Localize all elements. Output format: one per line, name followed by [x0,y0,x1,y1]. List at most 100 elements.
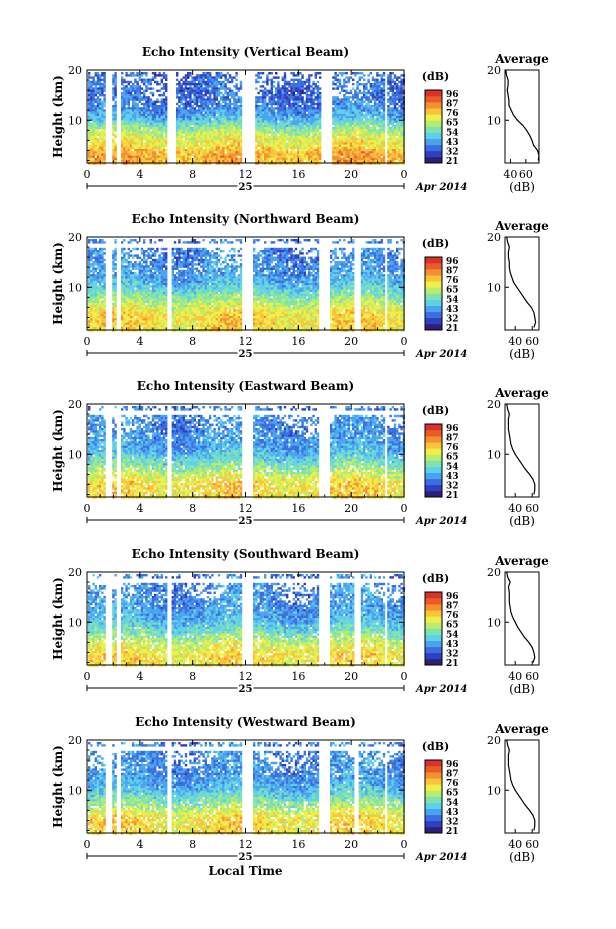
heatmap-cell [165,134,167,136]
heatmap-cell [123,98,125,100]
heatmap-cell [101,254,103,256]
heatmap-cell [187,116,189,118]
heatmap-cell [398,112,400,114]
heatmap-cell [136,105,138,107]
heatmap-cell [299,156,301,158]
heatmap-cell [165,158,167,160]
heatmap-cell [381,131,383,133]
heatmap-cell [147,158,149,160]
heatmap-cell [213,118,215,120]
heatmap-cell [112,314,114,316]
heatmap-cell [306,145,308,147]
heatmap-cell [312,131,314,133]
heatmap-cell [141,103,143,105]
heatmap-cell [99,263,101,265]
heatmap-cell [277,101,279,103]
heatmap-cell [365,114,367,116]
heatmap-cell [312,90,314,92]
heatmap-cell [112,125,114,127]
heatmap-cell [187,87,189,89]
heatmap-cell [238,120,240,122]
heatmap-cell [348,149,350,151]
heatmap-cell [343,101,345,103]
heatmap-cell [308,116,310,118]
heatmap-cell [187,109,189,111]
heatmap-cell [207,96,209,98]
heatmap-cell [92,274,94,276]
heatmap-cell [268,79,270,81]
heatmap-cell [88,294,90,296]
heatmap-cell [103,136,105,138]
heatmap-cell [134,74,136,76]
heatmap-cell [235,107,237,109]
heatmap-cell [141,98,143,100]
heatmap-cell [205,74,207,76]
heatmap-cell [345,153,347,155]
heatmap-cell [101,103,103,105]
heatmap-cell [233,107,235,109]
heatmap-cell [92,276,94,278]
heatmap-cell [295,114,297,116]
heatmap-cell [97,241,99,243]
heatmap-cell [88,103,90,105]
heatmap-cell [279,92,281,94]
heatmap-cell [301,90,303,92]
heatmap-cell [299,114,301,116]
heatmap-cell [145,72,147,74]
heatmap-cell [218,118,220,120]
heatmap-cell [220,127,222,129]
heatmap-cell [165,120,167,122]
heatmap-cell [178,118,180,120]
heatmap-cell [156,142,158,144]
heatmap-cell [356,129,358,131]
heatmap-cell [145,79,147,81]
heatmap-cell [319,151,321,153]
heatmap-cell [139,131,141,133]
colorbar-swatch [425,127,442,133]
heatmap-cell [264,145,266,147]
heatmap-cell [392,125,394,127]
heatmap-cell [216,87,218,89]
heatmap-cell [147,123,149,125]
heatmap-cell [341,151,343,153]
heatmap-cell [348,118,350,120]
heatmap-cell [101,303,103,305]
heatmap-cell [222,153,224,155]
heatmap-cell [227,147,229,149]
heatmap-cell [348,76,350,78]
heatmap-cell [268,153,270,155]
heatmap-cell [143,145,145,147]
heatmap-cell [147,147,149,149]
heatmap-cell [299,138,301,140]
heatmap-cell [95,107,97,109]
heatmap-cell [92,103,94,105]
heatmap-cell [121,140,123,142]
heatmap-cell [90,259,92,261]
heatmap-cell [114,125,116,127]
heatmap-cell [374,83,376,85]
heatmap-cell [139,129,141,131]
heatmap-cell [194,140,196,142]
heatmap-cell [154,160,156,162]
heatmap-cell [136,114,138,116]
heatmap-cell [260,140,262,142]
heatmap-cell [147,98,149,100]
heatmap-cell [165,107,167,109]
heatmap-cell [365,123,367,125]
heatmap-cell [218,92,220,94]
heatmap-cell [165,109,167,111]
heatmap-cell [229,142,231,144]
heatmap-cell [376,74,378,76]
heatmap-cell [367,118,369,120]
heatmap-cell [207,92,209,94]
heatmap-cell [213,142,215,144]
heatmap-cell [222,107,224,109]
heatmap-cell [200,129,202,131]
heatmap-cell [224,147,226,149]
heatmap-cell [359,134,361,136]
heatmap-cell [136,109,138,111]
heatmap-cell [295,147,297,149]
heatmap-cell [112,98,114,100]
heatmap-cell [319,112,321,114]
heatmap-cell [306,87,308,89]
